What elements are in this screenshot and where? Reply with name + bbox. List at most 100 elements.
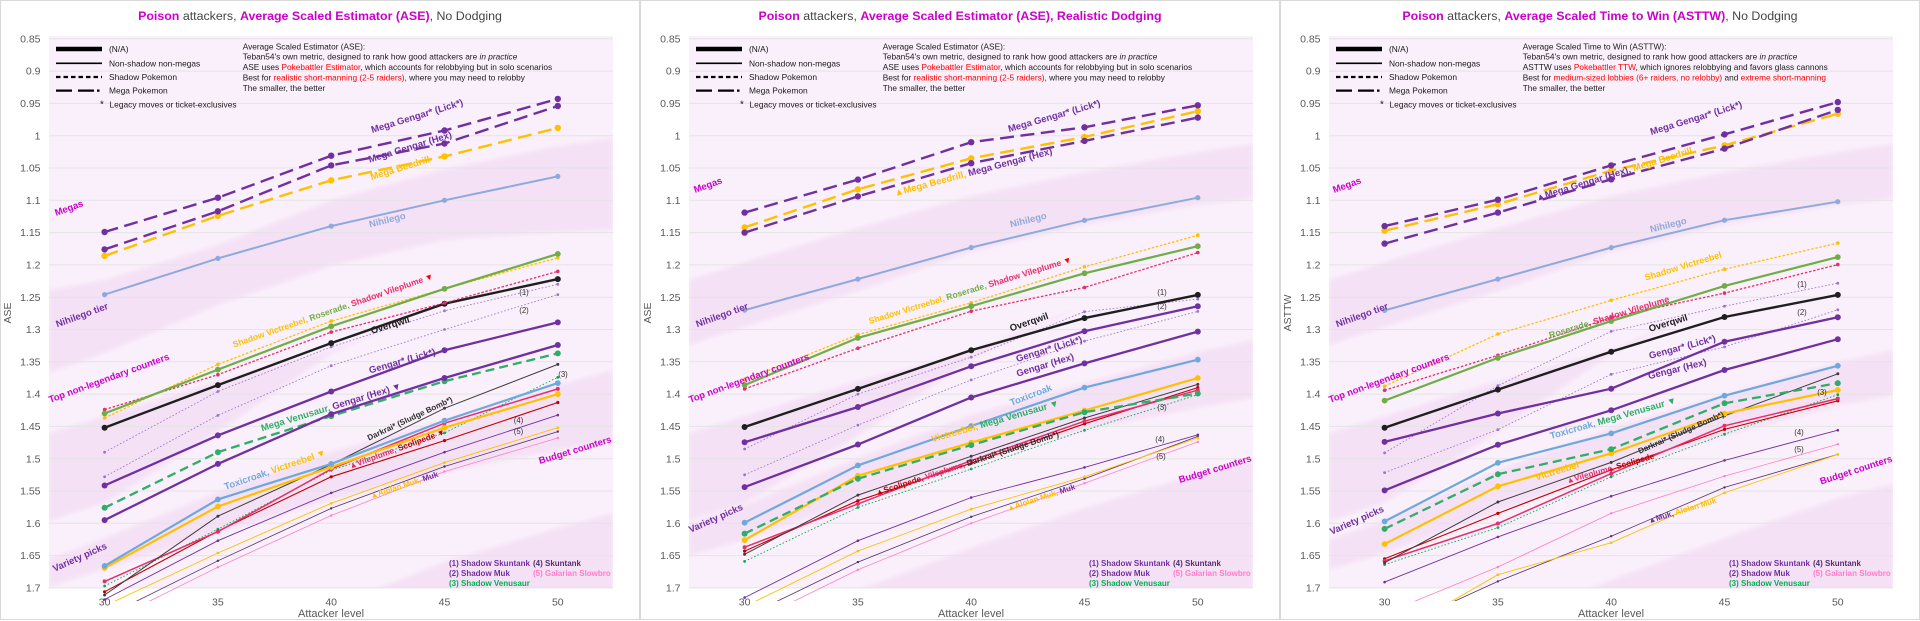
svg-text:(5) Galarian Slowbro: (5) Galarian Slowbro — [1173, 569, 1251, 578]
svg-text:1.5: 1.5 — [1306, 453, 1321, 465]
svg-text:0.95: 0.95 — [1300, 98, 1321, 110]
svg-text:45: 45 — [1719, 597, 1731, 609]
svg-text:Average Scaled Estimator (ASE): Average Scaled Estimator (ASE): — [243, 41, 366, 51]
svg-text:35: 35 — [212, 597, 224, 609]
svg-text:1.3: 1.3 — [26, 324, 41, 336]
svg-text:0.85: 0.85 — [1300, 33, 1321, 45]
svg-text:45: 45 — [439, 597, 451, 609]
svg-text:ASE: ASE — [642, 302, 654, 323]
svg-text:1.2: 1.2 — [26, 260, 41, 272]
svg-text:Poison attackers, Average Scal: Poison attackers, Average Scaled Estimat… — [138, 9, 502, 23]
svg-text:1.1: 1.1 — [26, 195, 41, 207]
svg-text:(3): (3) — [558, 370, 568, 379]
svg-text:Legacy moves or ticket-exclusi: Legacy moves or ticket-exclusives — [110, 100, 237, 110]
svg-text:30: 30 — [99, 597, 111, 609]
svg-text:30: 30 — [1379, 597, 1391, 609]
svg-text:35: 35 — [852, 597, 864, 609]
svg-text:Best for medium-sized lobbies: Best for medium-sized lobbies (6+ raider… — [1523, 73, 1827, 83]
svg-text:40: 40 — [965, 597, 977, 609]
svg-text:(3) Shadow Venusaur: (3) Shadow Venusaur — [1089, 579, 1170, 588]
svg-text:50: 50 — [1192, 597, 1204, 609]
svg-text:Attacker level: Attacker level — [298, 608, 364, 620]
svg-text:(2): (2) — [519, 306, 529, 315]
svg-text:1.15: 1.15 — [20, 227, 41, 239]
svg-text:Best for realistic short-manni: Best for realistic short-manning (2-5 ra… — [883, 73, 1166, 83]
svg-text:(2) Shadow Muk: (2) Shadow Muk — [1729, 569, 1790, 578]
svg-text:1.35: 1.35 — [20, 356, 41, 368]
svg-text:40: 40 — [325, 597, 337, 609]
svg-text:Non-shadow non-megas: Non-shadow non-megas — [1389, 58, 1480, 68]
svg-text:1.35: 1.35 — [660, 356, 681, 368]
svg-text:1.3: 1.3 — [1306, 324, 1321, 336]
svg-text:(3): (3) — [1817, 388, 1827, 397]
svg-text:(1) Shadow Skuntank: (1) Shadow Skuntank — [449, 559, 530, 568]
svg-text:(4): (4) — [1155, 435, 1165, 444]
svg-text:50: 50 — [552, 597, 564, 609]
svg-text:(3) Shadow Venusaur: (3) Shadow Venusaur — [449, 579, 530, 588]
svg-text:(2) Shadow Muk: (2) Shadow Muk — [1089, 569, 1150, 578]
svg-text:0.9: 0.9 — [26, 66, 41, 78]
svg-text:Poison attackers, Average Scal: Poison attackers, Average Scaled Estimat… — [758, 9, 1161, 23]
svg-text:30: 30 — [739, 597, 751, 609]
svg-text:1.4: 1.4 — [666, 389, 681, 401]
svg-text:1.45: 1.45 — [20, 421, 41, 433]
svg-text:(4): (4) — [514, 416, 524, 425]
svg-text:*: * — [1380, 100, 1384, 111]
svg-text:(4) Skuntank: (4) Skuntank — [1173, 559, 1222, 568]
svg-text:Legacy moves or ticket-exclusi: Legacy moves or ticket-exclusives — [750, 100, 877, 110]
svg-text:1.2: 1.2 — [1306, 260, 1321, 272]
svg-text:(1) Shadow Skuntank: (1) Shadow Skuntank — [1729, 559, 1810, 568]
svg-text:Teban54's own metric, designed: Teban54's own metric, designed to rank h… — [243, 52, 518, 62]
svg-text:(2): (2) — [1157, 302, 1167, 311]
svg-text:1.05: 1.05 — [20, 163, 41, 175]
svg-text:(1): (1) — [1797, 280, 1807, 289]
svg-text:Legacy moves or ticket-exclusi: Legacy moves or ticket-exclusives — [1390, 100, 1517, 110]
svg-text:The smaller, the better: The smaller, the better — [1523, 83, 1606, 93]
svg-text:1.25: 1.25 — [20, 292, 41, 304]
svg-text:1.6: 1.6 — [1306, 518, 1321, 530]
svg-text:ASTTW: ASTTW — [1282, 295, 1294, 332]
svg-text:Mega Pokemon: Mega Pokemon — [1389, 86, 1448, 96]
svg-text:ASE uses Pokebattler Estimator: ASE uses Pokebattler Estimator, which ac… — [243, 62, 552, 72]
svg-text:1.55: 1.55 — [1300, 486, 1321, 498]
svg-text:1: 1 — [35, 130, 41, 142]
svg-text:0.9: 0.9 — [1306, 66, 1321, 78]
svg-text:Shadow Pokemon: Shadow Pokemon — [749, 72, 817, 82]
svg-text:40: 40 — [1605, 597, 1617, 609]
svg-text:1.05: 1.05 — [660, 163, 681, 175]
svg-text:1.35: 1.35 — [1300, 356, 1321, 368]
svg-text:Attacker level: Attacker level — [1578, 608, 1644, 620]
svg-text:Mega Pokemon: Mega Pokemon — [749, 86, 808, 96]
svg-text:*: * — [100, 100, 104, 111]
svg-text:0.85: 0.85 — [20, 33, 41, 45]
svg-text:1.65: 1.65 — [1300, 550, 1321, 562]
svg-text:0.95: 0.95 — [20, 98, 41, 110]
svg-text:1.25: 1.25 — [660, 292, 681, 304]
svg-text:(5): (5) — [514, 427, 524, 436]
svg-text:1: 1 — [675, 130, 681, 142]
svg-text:1.45: 1.45 — [1300, 421, 1321, 433]
svg-text:(1) Shadow Skuntank: (1) Shadow Skuntank — [1089, 559, 1170, 568]
svg-text:1.5: 1.5 — [666, 453, 681, 465]
svg-text:(5): (5) — [1794, 445, 1804, 454]
svg-text:1.7: 1.7 — [666, 583, 681, 595]
svg-text:35: 35 — [1492, 597, 1504, 609]
svg-text:The smaller, the better: The smaller, the better — [243, 83, 326, 93]
svg-text:1.65: 1.65 — [20, 550, 41, 562]
svg-text:ASE: ASE — [2, 302, 14, 323]
svg-text:1.1: 1.1 — [666, 195, 681, 207]
svg-text:1.3: 1.3 — [666, 324, 681, 336]
svg-text:(3) Shadow Venusaur: (3) Shadow Venusaur — [1729, 579, 1810, 588]
svg-text:(1): (1) — [519, 288, 529, 297]
svg-text:1.65: 1.65 — [660, 550, 681, 562]
svg-text:1.1: 1.1 — [1306, 195, 1321, 207]
svg-text:Teban54's own metric, designed: Teban54's own metric, designed to rank h… — [1523, 52, 1798, 62]
svg-text:1.5: 1.5 — [26, 453, 41, 465]
svg-text:1.15: 1.15 — [1300, 227, 1321, 239]
svg-text:1.05: 1.05 — [1300, 163, 1321, 175]
svg-text:(N/A): (N/A) — [749, 44, 769, 54]
svg-text:Shadow Pokemon: Shadow Pokemon — [1389, 72, 1457, 82]
svg-text:ASE uses Pokebattler Estimator: ASE uses Pokebattler Estimator, which ac… — [883, 62, 1192, 72]
svg-text:(4): (4) — [1794, 428, 1804, 437]
svg-text:1.15: 1.15 — [660, 227, 681, 239]
